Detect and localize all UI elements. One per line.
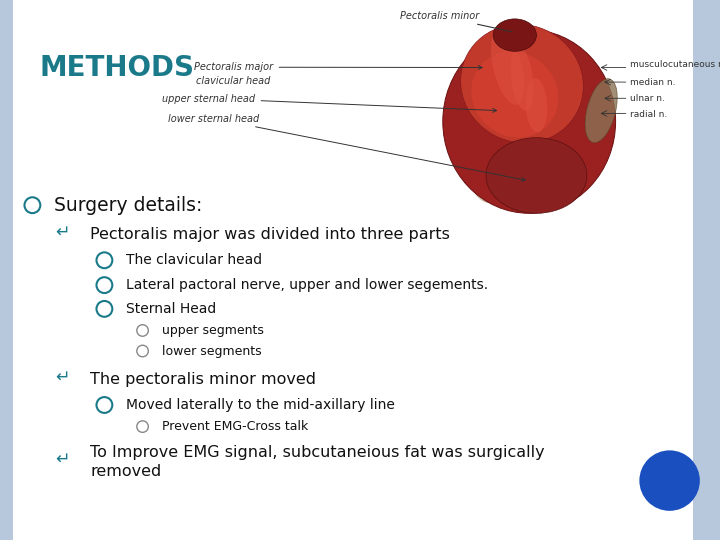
Ellipse shape bbox=[491, 30, 524, 105]
Text: ↵: ↵ bbox=[55, 450, 70, 468]
Text: lower segments: lower segments bbox=[162, 345, 261, 357]
Text: median n.: median n. bbox=[630, 78, 675, 86]
Text: METHODS: METHODS bbox=[40, 53, 194, 82]
Text: Sternal Head: Sternal Head bbox=[126, 302, 216, 316]
Text: musculocutaneous n.: musculocutaneous n. bbox=[630, 60, 720, 69]
Text: Pectoralis major: Pectoralis major bbox=[194, 62, 482, 72]
Text: Lateral pactoral nerve, upper and lower segements.: Lateral pactoral nerve, upper and lower … bbox=[126, 278, 488, 292]
Text: ↵: ↵ bbox=[55, 222, 70, 241]
FancyBboxPatch shape bbox=[245, 11, 677, 216]
Ellipse shape bbox=[639, 450, 700, 511]
Ellipse shape bbox=[459, 40, 520, 202]
Ellipse shape bbox=[526, 78, 547, 132]
Text: To Improve EMG signal, subcutaneious fat was surgically
removed: To Improve EMG signal, subcutaneious fat… bbox=[90, 445, 544, 478]
Ellipse shape bbox=[443, 30, 616, 213]
Ellipse shape bbox=[585, 79, 617, 143]
FancyBboxPatch shape bbox=[0, 0, 13, 540]
Text: clavicular head: clavicular head bbox=[196, 76, 270, 86]
Text: ulnar n.: ulnar n. bbox=[630, 94, 665, 103]
Text: radial n.: radial n. bbox=[630, 110, 667, 119]
Ellipse shape bbox=[472, 51, 558, 138]
Ellipse shape bbox=[493, 19, 536, 51]
Ellipse shape bbox=[510, 46, 534, 111]
Ellipse shape bbox=[486, 138, 587, 213]
Text: lower sternal head: lower sternal head bbox=[168, 113, 526, 181]
Text: Surgery details:: Surgery details: bbox=[54, 195, 202, 215]
Text: ↵: ↵ bbox=[55, 367, 70, 386]
Ellipse shape bbox=[461, 24, 583, 143]
FancyBboxPatch shape bbox=[693, 0, 720, 540]
Text: The clavicular head: The clavicular head bbox=[126, 253, 262, 267]
Text: Moved laterally to the mid-axillary line: Moved laterally to the mid-axillary line bbox=[126, 398, 395, 412]
Text: The pectoralis minor moved: The pectoralis minor moved bbox=[90, 372, 316, 387]
Text: Pectoralis major was divided into three parts: Pectoralis major was divided into three … bbox=[90, 227, 450, 242]
Text: Pectoralis minor: Pectoralis minor bbox=[400, 11, 512, 32]
Text: upper sternal head: upper sternal head bbox=[163, 93, 497, 112]
Text: upper segments: upper segments bbox=[162, 324, 264, 337]
Text: Prevent EMG-Cross talk: Prevent EMG-Cross talk bbox=[162, 420, 308, 433]
